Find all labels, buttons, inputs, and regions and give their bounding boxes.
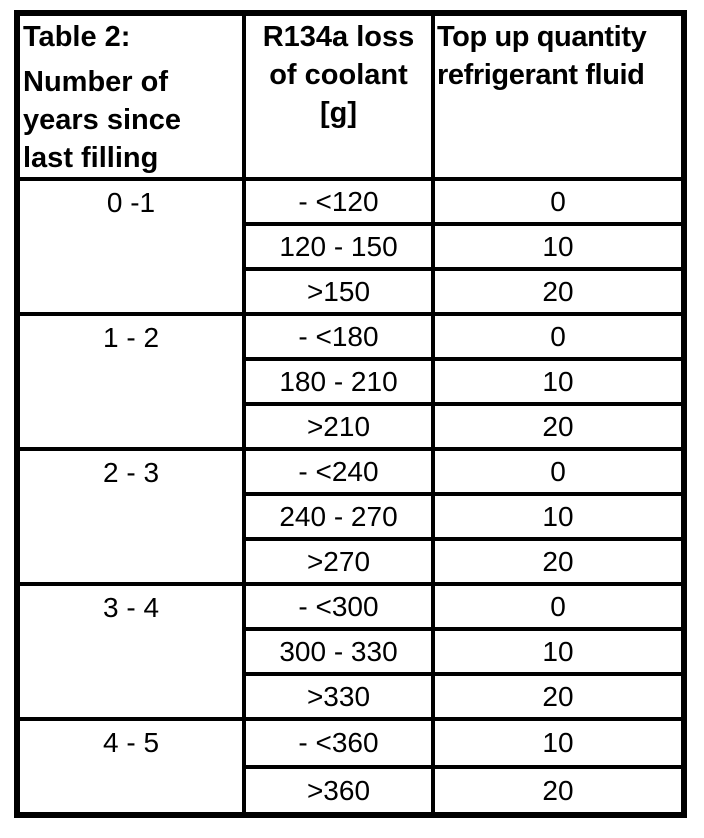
loss-range-cell: >270 — [242, 537, 435, 586]
topup-qty-cell: 10 — [431, 357, 686, 406]
year-range-cell: 2 - 3 — [15, 447, 246, 586]
topup-qty-cell: 10 — [431, 627, 686, 676]
loss-range-cell: - <300 — [242, 582, 435, 631]
year-range-cell: 3 - 4 — [15, 582, 246, 721]
table-row: 2 - 3 - <240 0 — [15, 447, 686, 586]
topup-qty-cell: 0 — [431, 177, 686, 226]
loss-range-cell: - <180 — [242, 312, 435, 361]
table-row: 1 - 2 - <180 0 — [15, 312, 686, 451]
year-range-cell: 0 -1 — [15, 177, 246, 316]
loss-range-cell: 120 - 150 — [242, 222, 435, 271]
header-loss-line: of coolant — [269, 59, 408, 91]
table-row: 120 - 150 10 — [17, 222, 686, 271]
loss-range-cell: 300 - 330 — [242, 627, 435, 676]
table-row: 240 - 270 10 — [17, 492, 686, 541]
table-title: Table 2: — [23, 21, 131, 53]
coolant-topup-table: Table 2: Number of years since last fill… — [14, 10, 687, 818]
header-row: Table 2: Number of years since last fill… — [15, 11, 686, 181]
topup-qty-cell: 20 — [431, 672, 686, 721]
topup-qty-cell: 20 — [431, 402, 686, 451]
topup-qty-cell: 10 — [431, 222, 686, 271]
header-loss-line: [g] — [319, 97, 358, 129]
topup-qty-cell: 20 — [431, 267, 686, 316]
topup-qty-cell: 0 — [431, 582, 686, 631]
header-loss-line: R134a loss — [262, 21, 415, 53]
table-row: >270 20 — [17, 537, 686, 586]
table-row: >150 20 — [17, 267, 686, 316]
loss-range-cell: - <360 — [242, 717, 435, 769]
topup-qty-cell: 20 — [431, 537, 686, 586]
loss-range-cell: - <120 — [242, 177, 435, 226]
table-row: 0 -1 - <120 0 — [15, 177, 686, 316]
topup-qty-cell: 10 — [431, 492, 686, 541]
header-years-line: years since — [23, 104, 182, 136]
topup-qty-cell: 0 — [431, 312, 686, 361]
header-topup-line: refrigerant fluid — [437, 59, 645, 91]
table-row: 4 - 5 - <360 10 — [15, 717, 686, 817]
year-range-cell: 1 - 2 — [15, 312, 246, 451]
header-topup-line: Top up quantity — [437, 21, 647, 53]
loss-range-cell: >360 — [242, 765, 435, 817]
loss-range-cell: >330 — [242, 672, 435, 721]
topup-qty-cell: 10 — [431, 717, 686, 769]
table-row: >210 20 — [17, 402, 686, 451]
loss-range-cell: >210 — [242, 402, 435, 451]
table-row: >330 20 — [17, 672, 686, 721]
loss-range-cell: - <240 — [242, 447, 435, 496]
header-topup-cell: Top up quantity refrigerant fluid — [431, 11, 686, 181]
loss-range-cell: 240 - 270 — [242, 492, 435, 541]
table-row: 300 - 330 10 — [17, 627, 686, 676]
topup-qty-cell: 20 — [431, 765, 686, 817]
header-years-line: Number of — [23, 66, 168, 98]
loss-range-cell: >150 — [242, 267, 435, 316]
loss-range-cell: 180 - 210 — [242, 357, 435, 406]
year-range-cell: 4 - 5 — [15, 717, 246, 817]
header-loss-cell: R134a loss of coolant [g] — [242, 11, 435, 181]
header-years-line: last filling — [23, 142, 159, 174]
table-row: 180 - 210 10 — [17, 357, 686, 406]
table-row: 3 - 4 - <300 0 — [15, 582, 686, 721]
table-row: >360 20 — [17, 765, 686, 817]
topup-qty-cell: 0 — [431, 447, 686, 496]
header-years-cell: Table 2: Number of years since last fill… — [15, 11, 246, 181]
